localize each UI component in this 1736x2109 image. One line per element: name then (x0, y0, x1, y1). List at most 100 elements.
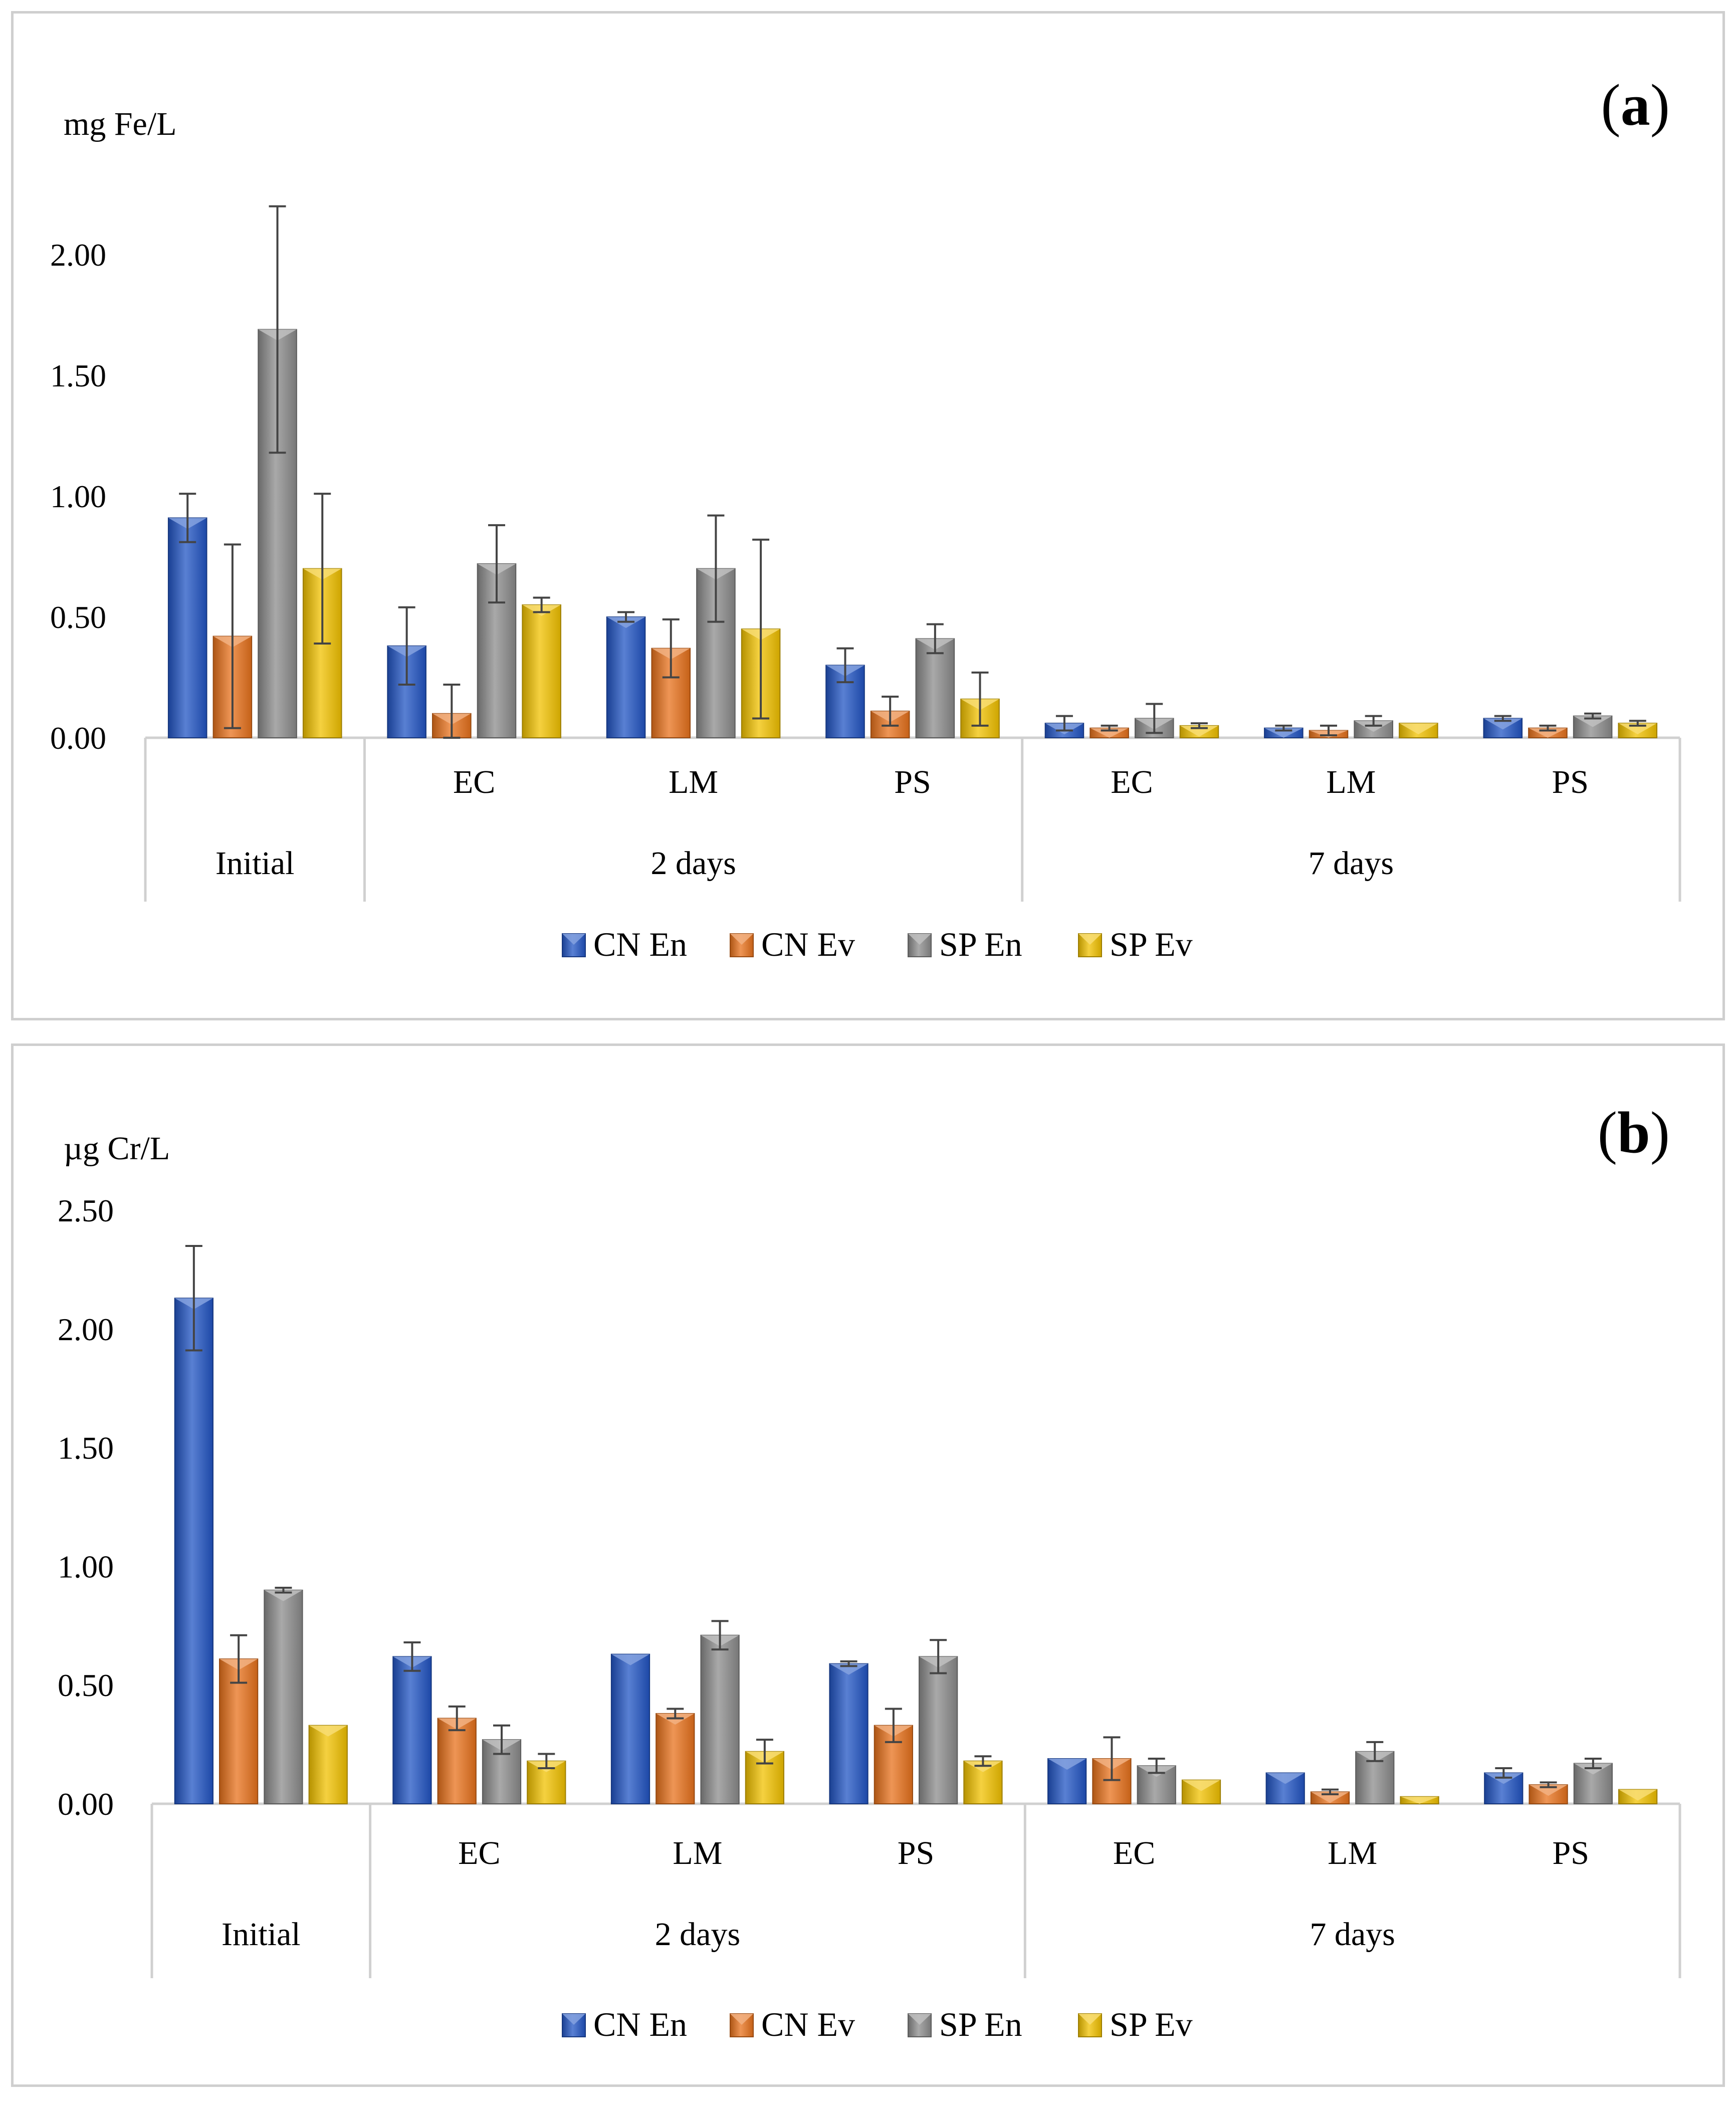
category-label: EC (458, 1835, 500, 1871)
error-bar (398, 606, 415, 686)
category-label: PS (898, 1835, 934, 1871)
category-label: EC (1111, 764, 1153, 800)
category-label: LM (1328, 1835, 1377, 1871)
y-tick-label: 0.00 (50, 720, 106, 756)
bar-bevel (264, 1590, 303, 1601)
error-bar (752, 538, 770, 720)
legend-entry: CN En (562, 2005, 687, 2043)
error-bar (1540, 1781, 1557, 1788)
error-bar (185, 1245, 202, 1352)
legend-swatch (908, 933, 932, 957)
error-bar (711, 1620, 729, 1651)
legend-entry: SP Ev (1078, 2005, 1193, 2043)
bar-bevel (1529, 728, 1567, 738)
y-tick-label: 0.50 (58, 1667, 114, 1703)
chart-a-svg: mg Fe/L (a) 0.00 0.50 1.00 1.50 2.00 EC LM PS EC LM… (50, 72, 1681, 963)
error-bar (314, 493, 331, 645)
error-bar (493, 1724, 511, 1755)
legend-entry: SP Ev (1078, 925, 1193, 963)
bar-sp-en (1573, 1763, 1613, 1805)
error-bar (882, 696, 899, 727)
bar-bevel (611, 1654, 650, 1665)
chart-b-svg: µg Cr/L (b) 0.00 0.50 1.00 1.50 2.00 2.50 EC LM PS… (58, 1100, 1681, 2043)
error-bar (443, 683, 461, 739)
error-bar (617, 611, 635, 623)
bar-sp-ev (308, 1725, 348, 1805)
legend-label: SP En (939, 2005, 1022, 2043)
legend-label: CN En (593, 2005, 687, 2043)
error-bar (538, 1753, 555, 1769)
group-label: 7 days (1309, 845, 1394, 882)
error-bar (667, 1708, 684, 1720)
error-bar (403, 1641, 421, 1672)
group-label: Initial (222, 1916, 301, 1953)
error-bar (1584, 1758, 1602, 1769)
bar-cn-en (829, 1663, 869, 1805)
legend-label: SP Ev (1110, 2005, 1193, 2043)
y-tick-label: 2.00 (50, 237, 106, 273)
error-bar (662, 618, 680, 679)
error-bar (1539, 724, 1557, 732)
bar-sp-ev (522, 604, 561, 739)
error-bar (1365, 715, 1382, 727)
bar-cn-en (825, 665, 865, 739)
error-bar (1101, 724, 1118, 732)
category-label: LM (673, 1835, 722, 1871)
bar-bevel (1400, 1796, 1439, 1804)
error-bar (488, 524, 505, 604)
error-bar (269, 205, 286, 454)
group-label: 7 days (1310, 1916, 1395, 1953)
error-bar (275, 1587, 292, 1594)
bar-bevel (309, 1725, 347, 1737)
error-bar (1320, 724, 1338, 737)
y-tick-label: 0.50 (50, 599, 106, 635)
error-bar (971, 671, 989, 727)
error-bar (1495, 1767, 1512, 1779)
error-bar (974, 1755, 992, 1767)
legend-entry: SP En (908, 925, 1022, 963)
legend-label: CN Ev (761, 2005, 855, 2043)
panel-label: (a) (1601, 72, 1670, 138)
legend-entry: CN En (562, 925, 687, 963)
legend-label: CN En (593, 925, 687, 963)
category-label: EC (453, 764, 495, 800)
error-bar (1366, 1741, 1384, 1762)
error-bar (840, 1660, 857, 1667)
y-tick-label: 1.00 (58, 1549, 114, 1584)
category-label: LM (1326, 764, 1376, 800)
group-label: Initial (215, 845, 295, 882)
error-bar (1146, 703, 1163, 734)
chart-panel-b: µg Cr/L (b) 0.00 0.50 1.00 1.50 2.00 2.50 EC LM PS… (11, 1043, 1725, 2087)
y-tick-label: 2.00 (58, 1312, 114, 1347)
error-bar (1629, 720, 1646, 727)
error-bar (1190, 722, 1208, 729)
bar-cn-ev (656, 1713, 695, 1804)
group-label: 2 days (650, 845, 736, 882)
bar-sp-en (264, 1589, 303, 1804)
error-bar (707, 514, 725, 623)
y-tick-label: 1.50 (50, 358, 106, 393)
bar-sp-en (700, 1634, 740, 1805)
y-axis-unit-label: µg Cr/L (64, 1130, 170, 1167)
bar-bevel (829, 1663, 868, 1675)
bar-cn-en (167, 517, 207, 738)
bar-cn-en (392, 1656, 432, 1805)
error-bar (1321, 1788, 1339, 1796)
bar-bevel (1180, 725, 1219, 737)
bar-sp-en (915, 638, 955, 738)
bar-bevel (1311, 1792, 1350, 1803)
y-tick-label: 2.50 (58, 1193, 114, 1228)
chart-panel-a: mg Fe/L (a) 0.00 0.50 1.00 1.50 2.00 EC LM PS EC LM… (11, 11, 1725, 1020)
error-bar (1103, 1736, 1121, 1781)
error-bar (1148, 1758, 1165, 1774)
category-label: LM (669, 764, 718, 800)
error-bar (230, 1634, 248, 1684)
bar-cn-en (174, 1298, 213, 1804)
error-bar (1275, 724, 1292, 732)
category-label: PS (1552, 764, 1589, 800)
bar-bevel (1264, 728, 1303, 738)
bar-cn-en (610, 1653, 650, 1804)
bar-bevel (1266, 1773, 1305, 1784)
bar-sp-en (1355, 1751, 1395, 1804)
bar-sp-en (919, 1656, 958, 1805)
